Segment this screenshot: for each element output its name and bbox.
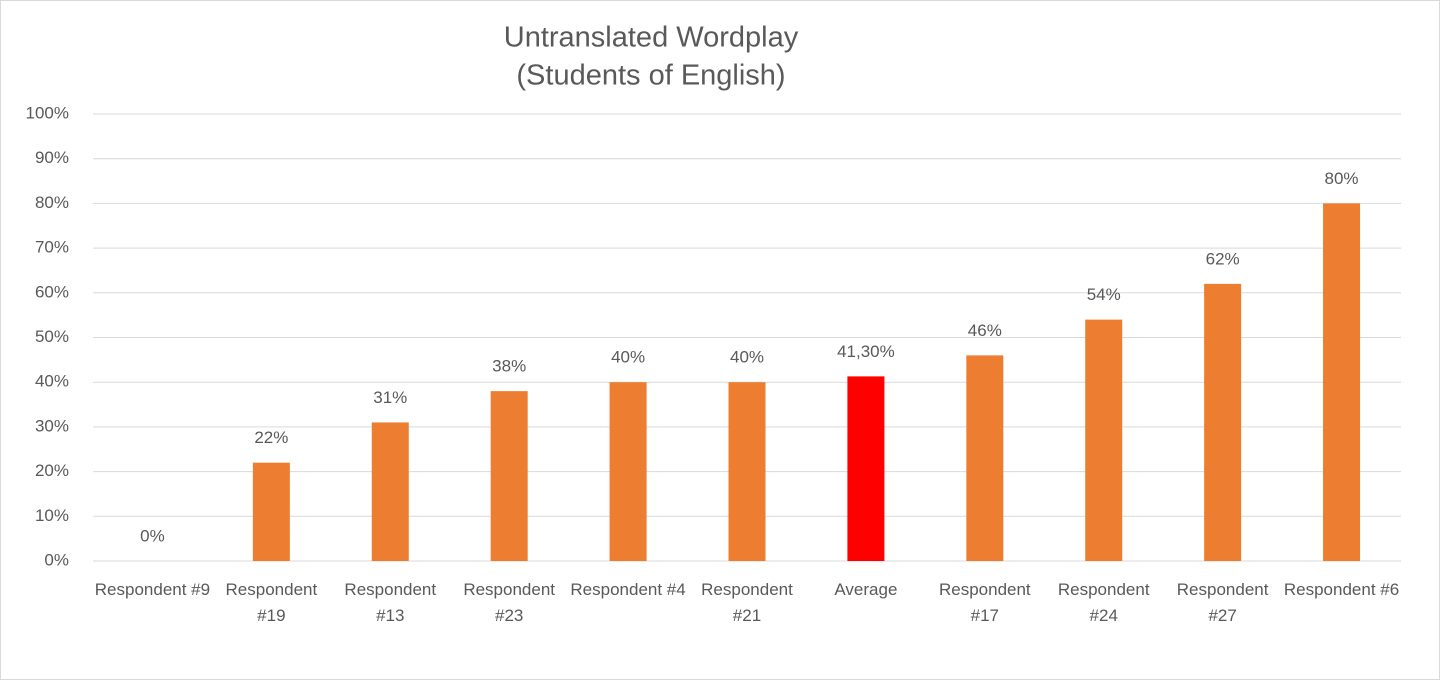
bar: [1204, 283, 1242, 561]
x-tick-label: Respondent #17: [938, 580, 1031, 625]
data-label: 31%: [373, 388, 407, 407]
x-tick-label: Respondent #13: [344, 580, 437, 625]
x-tick-label: Respondent #9: [94, 580, 211, 599]
data-label: 40%: [611, 348, 645, 367]
data-label: 38%: [492, 357, 526, 376]
data-label: 46%: [968, 321, 1002, 340]
y-tick-label: 70%: [35, 238, 69, 257]
bar: [609, 382, 647, 561]
data-label: 80%: [1325, 169, 1359, 188]
y-tick-label: 90%: [35, 148, 69, 167]
bar: [252, 462, 290, 561]
x-tick-label: Respondent #23: [463, 580, 556, 625]
x-tick-label: Respondent #27: [1176, 580, 1269, 625]
data-label: 0%: [140, 526, 165, 545]
data-label: 41,30%: [837, 342, 895, 361]
x-tick-label: Average: [834, 580, 898, 599]
y-tick-label: 40%: [35, 372, 69, 391]
bar: [1323, 203, 1361, 561]
data-label: 54%: [1087, 285, 1121, 304]
x-tick-label: Respondent #19: [225, 580, 318, 625]
bar: [966, 355, 1004, 561]
bar: [847, 376, 885, 561]
y-tick-label: 20%: [35, 461, 69, 480]
chart-subtitle: (Students of English): [516, 60, 785, 92]
x-tick-label: Respondent #4: [570, 580, 686, 599]
data-label: 22%: [254, 428, 288, 447]
x-tick-label: Respondent #21: [701, 580, 793, 625]
x-tick-label: Respondent #6: [1283, 580, 1400, 599]
data-label: 62%: [1206, 249, 1240, 268]
y-tick-label: 100%: [26, 103, 69, 122]
bar: [490, 391, 528, 561]
bar: [728, 382, 766, 561]
data-label: 40%: [730, 348, 764, 367]
y-tick-label: 0%: [44, 550, 69, 569]
bar: [371, 422, 409, 561]
y-tick-label: 10%: [35, 506, 69, 525]
y-tick-label: 30%: [35, 416, 69, 435]
x-tick-label: Respondent #24: [1057, 580, 1150, 625]
y-tick-label: 50%: [35, 327, 69, 346]
chart-title: Untranslated Wordplay: [504, 22, 799, 54]
bar: [1085, 319, 1123, 561]
y-tick-label: 60%: [35, 282, 69, 301]
y-tick-label: 80%: [35, 193, 69, 212]
